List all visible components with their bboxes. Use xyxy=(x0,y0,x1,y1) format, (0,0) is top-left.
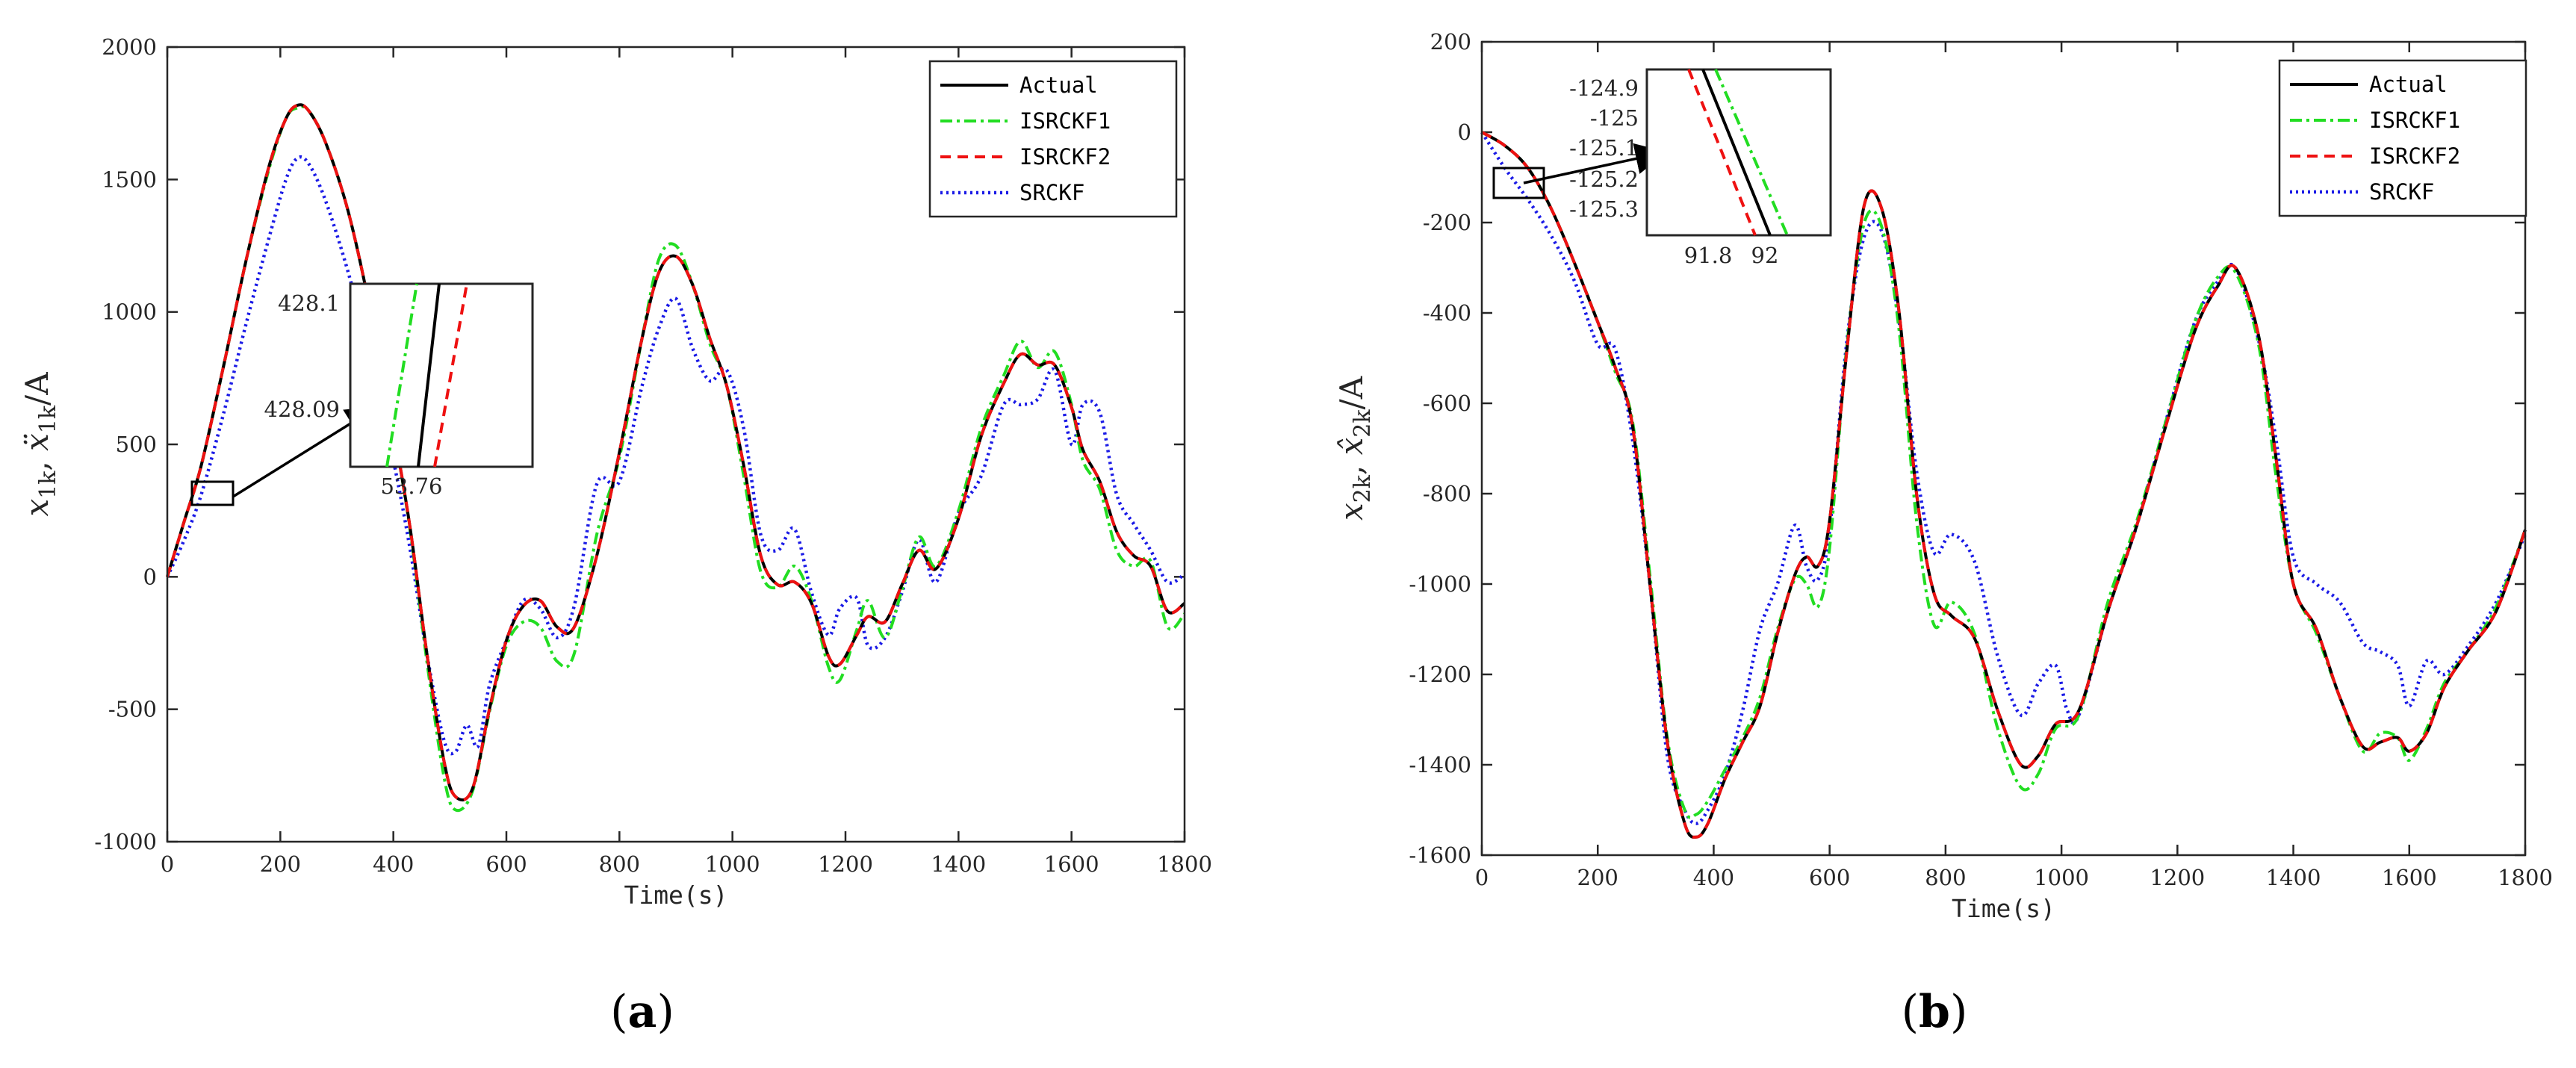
series-line-isrckf1 xyxy=(166,105,1186,813)
x-tick-label: 400 xyxy=(1693,865,1734,890)
legend-box xyxy=(2278,59,2527,217)
panel-b-inset-isrckf2-line xyxy=(1687,69,1757,236)
y-tick-label: 2000 xyxy=(102,34,157,60)
y-tick-label: -1000 xyxy=(1409,571,1471,597)
x-tick-label: 800 xyxy=(599,851,640,877)
panel-b-inset: 91.8 92 -124.9 -125 -125.1 -125.2 -125.3 xyxy=(1569,68,1832,268)
x-tick-label: 1200 xyxy=(818,851,873,877)
y-tick-label: -500 xyxy=(108,697,157,722)
x-tick-label: 1400 xyxy=(931,851,986,877)
panel-a-inset: 53.76 428.1 428.09 xyxy=(264,282,534,499)
series-line-srckf xyxy=(165,155,1186,756)
x-tick-label: 400 xyxy=(373,851,414,877)
panel-a-inset-actual-line xyxy=(417,283,441,468)
x-tick-label: 800 xyxy=(1925,865,1966,890)
series-line-isrckf2 xyxy=(1480,131,2527,839)
panel-b-inset-y-tick: -125.2 xyxy=(1569,167,1639,192)
panel-b-zoom-region xyxy=(1492,167,1545,199)
x-tick-label: 1600 xyxy=(2382,865,2437,890)
legend-label: ISRCKF2 xyxy=(1019,144,1111,170)
panel-b-inset-y-tick: -125 xyxy=(1590,105,1639,131)
y-tick-label: -400 xyxy=(1423,300,1471,326)
y-tick-label: 200 xyxy=(1430,29,1471,55)
panel-b-legend: Actual ISRCKF1 ISRCKF2 SRCKF xyxy=(2278,59,2527,217)
panel-a-ticks: 0 200 400 600 800 1000 1200 1400 1600 1800 -1000 -5… xyxy=(94,34,1212,877)
y-tick-label: -200 xyxy=(1423,210,1471,235)
series-line-isrckf1 xyxy=(1480,131,2527,819)
x-tick-label: 600 xyxy=(485,851,527,877)
panel-a-zoom-region xyxy=(190,480,235,506)
panel-a-inset-y-tick: 428.09 xyxy=(264,397,340,422)
panel-a-inset-isrckf2-line xyxy=(433,283,468,468)
panel-b-zoom-arrow xyxy=(1523,143,1667,184)
x-tick-label: 1800 xyxy=(1157,851,1212,877)
x-tick-label: 600 xyxy=(1809,865,1850,890)
chart-panel-a: 0 200 400 600 800 1000 1200 1400 1600 1800 -1000 -5… xyxy=(19,34,1212,1038)
panel-b-inset-x-tick: 92 xyxy=(1751,243,1779,268)
panel-b-y-axis-label: x2k, x̂2k/A xyxy=(1333,376,1376,521)
panel-b-inset-x-tick: 91.8 xyxy=(1684,243,1733,268)
y-tick-label: 0 xyxy=(1458,119,1471,145)
x-tick-label: 1000 xyxy=(705,851,760,877)
y-tick-label: 1500 xyxy=(102,167,157,192)
legend-label: ISRCKF1 xyxy=(1019,108,1111,134)
panel-b-plot-frame xyxy=(1480,40,2527,857)
series-line-isrckf2 xyxy=(166,103,1186,802)
panel-a-legend: Actual ISRCKF1 ISRCKF2 SRCKF xyxy=(928,60,1178,218)
legend-label: SRCKF xyxy=(2369,179,2434,205)
y-tick-label: -1200 xyxy=(1409,662,1471,687)
y-tick-label: -1600 xyxy=(1409,842,1471,868)
x-tick-label: 200 xyxy=(260,851,301,877)
panel-a-series xyxy=(165,103,1186,813)
panel-a-inset-isrckf1-line xyxy=(385,283,418,468)
panel-b-inset-isrckf1-line xyxy=(1714,69,1789,236)
legend-label: Actual xyxy=(2369,72,2448,97)
y-tick-label: 1000 xyxy=(102,299,157,325)
x-tick-label: 1600 xyxy=(1044,851,1099,877)
x-tick-label: 1200 xyxy=(2150,865,2205,890)
x-tick-label: 1800 xyxy=(2498,865,2553,890)
panel-b-inset-actual-line xyxy=(1701,69,1772,236)
panel-b-inset-y-tick: -124.9 xyxy=(1569,75,1639,101)
y-tick-label: -1400 xyxy=(1409,752,1471,777)
y-tick-label: 500 xyxy=(116,432,157,457)
panel-a-x-axis-label: Time(s) xyxy=(624,881,727,910)
legend-label: SRCKF xyxy=(1019,180,1084,205)
legend-label: ISRCKF1 xyxy=(2369,108,2460,133)
panel-b-caption-label: (b) xyxy=(1902,986,1968,1038)
panel-b-inset-y-tick: -125.1 xyxy=(1569,135,1639,161)
panel-b-ticks: 0 200 400 600 800 1000 1200 1400 1600 1800 -1600 -1… xyxy=(1409,29,2553,890)
y-tick-label: -800 xyxy=(1423,481,1471,506)
panel-a-caption-label: (a) xyxy=(610,986,674,1038)
panel-b-inset-y-tick: -125.3 xyxy=(1569,196,1639,222)
legend-box xyxy=(928,60,1178,218)
y-tick-label: -600 xyxy=(1423,391,1471,416)
legend-label: Actual xyxy=(1019,72,1098,98)
legend-label: ISRCKF2 xyxy=(2369,143,2460,169)
y-tick-label: -1000 xyxy=(94,829,157,854)
y-tick-label: 0 xyxy=(143,564,157,589)
x-tick-label: 1000 xyxy=(2034,865,2089,890)
x-tick-label: 0 xyxy=(161,851,174,877)
panel-a-inset-y-tick: 428.1 xyxy=(278,291,340,316)
panel-b-series xyxy=(1480,131,2527,839)
x-tick-label: 0 xyxy=(1475,865,1489,890)
chart-panel-b: 0 200 400 600 800 1000 1200 1400 1600 1800 -1600 -1… xyxy=(1333,29,2553,1038)
x-tick-label: 1400 xyxy=(2266,865,2321,890)
x-tick-label: 200 xyxy=(1577,865,1618,890)
panel-b-x-axis-label: Time(s) xyxy=(1952,894,2055,923)
panel-a-plot-frame xyxy=(166,46,1186,843)
panel-a-inset-x-tick: 53.76 xyxy=(380,474,442,499)
panel-a-y-axis-label: x1k, ẍ1k/A xyxy=(19,372,61,517)
